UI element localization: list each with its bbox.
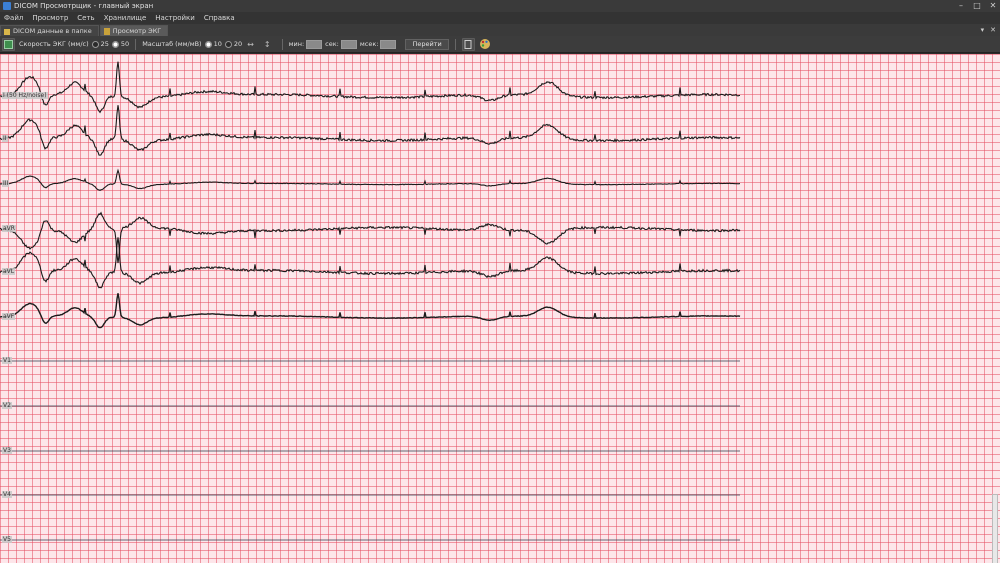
scale-label: Масштаб (мм/мВ) xyxy=(142,40,202,48)
msec-input[interactable] xyxy=(380,39,397,49)
arrows-horizontal-icon[interactable]: ↔ xyxy=(247,39,254,49)
lead-label: V4 xyxy=(2,491,12,498)
lead-trace xyxy=(0,61,741,114)
scale-10-radio[interactable] xyxy=(204,40,212,48)
speed-50-radio[interactable] xyxy=(111,40,119,48)
goto-button[interactable]: Перейти xyxy=(405,38,449,50)
speed-25-radio[interactable] xyxy=(91,40,99,48)
maximize-button[interactable]: □ xyxy=(973,1,981,10)
menu-view[interactable]: Просмотр xyxy=(32,14,69,22)
lead-trace xyxy=(0,168,741,192)
lead-label: V2 xyxy=(2,402,12,409)
menu-help[interactable]: Справка xyxy=(203,14,235,22)
lead-label: aVF xyxy=(2,313,16,320)
lead-label: III xyxy=(2,180,10,187)
ecg-traces xyxy=(0,61,741,541)
ecg-toolbar: Скорость ЭКГ (мм/с) 25 50 Масштаб (мм/мВ… xyxy=(0,36,1000,53)
tab-menu-button[interactable]: ▾ xyxy=(980,26,985,34)
lead-trace xyxy=(0,211,741,264)
toolbar-separator xyxy=(135,38,137,50)
minimize-button[interactable]: – xyxy=(959,1,963,10)
menu-storage[interactable]: Хранилище xyxy=(103,14,147,22)
scale-20-label: 20 xyxy=(233,40,243,48)
toolbar-separator xyxy=(281,38,283,50)
ecg-grid-canvas[interactable]: I (50 Hz/noise) II III aVR aVL aVF V1 V2 V3 V4 V5 xyxy=(0,54,1000,563)
scale-20-radio[interactable] xyxy=(224,40,232,48)
tab-bar: DICOM данные в папке Просмотр ЭКГ ▾ ✕ xyxy=(0,24,1000,36)
layout-icon xyxy=(4,39,13,49)
lead-trace xyxy=(0,293,741,329)
lead-trace xyxy=(0,237,741,289)
speed-label: Скорость ЭКГ (мм/с) xyxy=(19,40,89,48)
window-controls: – □ ✕ xyxy=(956,0,998,12)
lead-label: V5 xyxy=(2,536,12,543)
speed-25-label: 25 xyxy=(100,40,109,48)
close-button[interactable]: ✕ xyxy=(989,1,997,10)
palette-button[interactable] xyxy=(479,38,492,51)
ecg-icon xyxy=(103,27,110,35)
menu-bar: Файл Просмотр Сеть Хранилище Настройки С… xyxy=(0,12,1000,24)
lead-label: V1 xyxy=(2,357,12,364)
arrows-vertical-icon[interactable]: ↕ xyxy=(263,39,271,49)
min-label: мин: xyxy=(288,40,305,48)
lead-label: aVL xyxy=(2,268,16,275)
palette-icon xyxy=(480,39,491,49)
sec-input[interactable] xyxy=(340,39,357,49)
lead-label: I (50 Hz/noise) xyxy=(2,92,48,99)
menu-file[interactable]: Файл xyxy=(4,14,24,22)
tab-dicom-folder[interactable]: DICOM данные в папке xyxy=(0,25,99,36)
lead-label: aVR xyxy=(2,225,16,232)
min-input[interactable] xyxy=(306,39,323,49)
lead-trace xyxy=(0,105,741,156)
page-icon xyxy=(464,39,472,49)
tab-close-button[interactable]: ✕ xyxy=(990,26,996,34)
scale-10-label: 10 xyxy=(213,40,222,48)
speed-50-label: 50 xyxy=(120,40,130,48)
tab-label: DICOM данные в папке xyxy=(13,27,92,35)
tab-label: Просмотр ЭКГ xyxy=(112,27,162,35)
menu-network[interactable]: Сеть xyxy=(77,14,95,22)
folder-icon xyxy=(4,28,10,35)
vertical-scrollbar[interactable] xyxy=(992,494,998,563)
tab-ecg-view[interactable]: Просмотр ЭКГ xyxy=(99,25,169,36)
title-bar: DICOM Просмотрщик - главный экран – □ ✕ xyxy=(0,0,1000,12)
dicom-app-icon xyxy=(3,2,11,10)
lead-label: V3 xyxy=(2,447,12,454)
layout-button[interactable] xyxy=(2,37,15,51)
menu-settings[interactable]: Настройки xyxy=(155,14,195,22)
toolbar-separator xyxy=(454,38,456,50)
page-layout-button[interactable] xyxy=(461,37,475,51)
lead-label: II xyxy=(2,135,8,142)
tab-controls: ▾ ✕ xyxy=(981,24,996,36)
window-title: DICOM Просмотрщик - главный экран xyxy=(14,2,154,10)
msec-label: мсек: xyxy=(359,40,379,48)
sec-label: сек: xyxy=(325,40,339,48)
